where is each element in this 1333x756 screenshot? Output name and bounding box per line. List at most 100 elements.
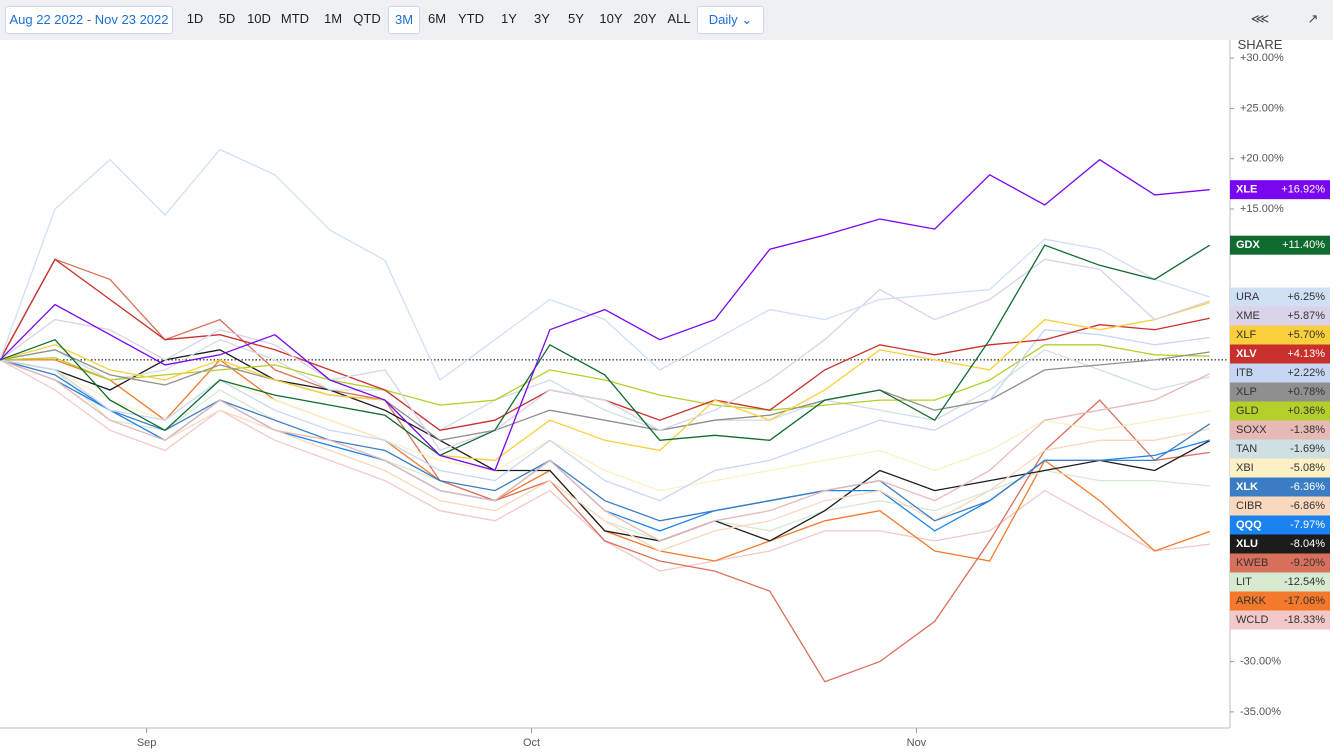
legend-box (1230, 382, 1330, 402)
series-line (0, 329, 1210, 502)
legend-name: GDX (1236, 239, 1261, 251)
legend-entry: XLV +4.13% (1230, 344, 1330, 364)
period-button[interactable]: 1Y (501, 11, 517, 26)
legend-value: -6.36% (1290, 481, 1325, 493)
legend-box (1230, 515, 1330, 535)
legend-name: XLE (1236, 184, 1257, 196)
legend-value: -12.54% (1284, 576, 1325, 588)
legend-value: +2.22% (1287, 367, 1325, 379)
legend-entry: SOXX -1.38% (1230, 420, 1330, 440)
share-button[interactable]: ⋘ SHARE (1230, 6, 1290, 52)
legend-value: +16.92% (1281, 184, 1325, 196)
legend-entry: XLF +5.70% (1230, 325, 1330, 345)
legend-value: -6.86% (1290, 500, 1325, 512)
legend-box (1230, 534, 1330, 554)
legend-value: +6.25% (1287, 291, 1325, 303)
legend-name: ARKK (1236, 595, 1267, 607)
legend-value: +0.36% (1287, 405, 1325, 417)
legend-name: XME (1236, 310, 1260, 322)
period-button[interactable]: 3Y (534, 11, 550, 26)
legend-name: WCLD (1236, 614, 1268, 626)
x-tick-label: Nov (907, 737, 927, 749)
period-button[interactable]: 3M (388, 6, 420, 34)
legend-entry: GLD +0.36% (1230, 401, 1330, 421)
legend-box (1230, 235, 1330, 255)
toolbar: Aug 22 2022 - Nov 23 2022 1D 5D 10D MTD 1M QT… (0, 0, 1333, 52)
legend-name: TAN (1236, 443, 1257, 455)
series-line (0, 359, 1210, 542)
legend-entry: XLE +16.92% (1230, 180, 1330, 200)
period-button[interactable]: 10Y (599, 11, 623, 26)
legend-box (1230, 325, 1330, 345)
series-line (0, 359, 1210, 572)
legend-entry: XLK -6.36% (1230, 477, 1330, 497)
legend-value: +0.78% (1287, 386, 1325, 398)
legend-entry: XME +5.87% (1230, 306, 1330, 326)
y-tick-label: +30.00% (1240, 52, 1284, 64)
period-button[interactable]: MTD (280, 11, 310, 26)
share-icon: ⋘ (1250, 11, 1270, 26)
legend-box (1230, 591, 1330, 611)
legend-name: XLF (1236, 329, 1256, 341)
interval-select[interactable]: Daily ⌄ (697, 6, 764, 34)
legend-entry: ARKK -17.06% (1230, 591, 1330, 611)
legend-box (1230, 553, 1330, 573)
legend-entry: GDX +11.40% (1230, 235, 1330, 255)
legend-entry: WCLD -18.33% (1230, 610, 1330, 630)
series-line (0, 258, 1210, 683)
legend-value: -18.33% (1284, 614, 1325, 626)
period-button[interactable]: 10D (247, 11, 271, 26)
legend-box (1230, 496, 1330, 516)
period-button[interactable]: ALL (667, 11, 691, 26)
date-range[interactable]: Aug 22 2022 - Nov 23 2022 (5, 6, 173, 34)
x-tick-label: Oct (523, 737, 540, 749)
legend-entry: LIT -12.54% (1230, 572, 1330, 592)
series-line (0, 258, 1210, 431)
period-button[interactable]: YTD (458, 11, 484, 26)
series-line (0, 359, 1211, 522)
legend-box (1230, 420, 1330, 440)
legend-name: XLP (1236, 386, 1257, 398)
series-line (0, 158, 1210, 472)
period-button[interactable]: 1D (186, 11, 204, 26)
popout-button[interactable]: ↗ (1307, 11, 1319, 26)
legend-value: +5.70% (1287, 329, 1325, 341)
y-tick-label: +15.00% (1240, 203, 1284, 215)
legend-entry: ITB +2.22% (1230, 363, 1330, 383)
legend-name: GLD (1236, 405, 1259, 417)
period-button[interactable]: QTD (353, 11, 381, 26)
legend-name: XLU (1236, 538, 1258, 550)
legend-value: -1.38% (1290, 424, 1325, 436)
legend-value: -9.20% (1290, 557, 1325, 569)
legend-name: CIBR (1236, 500, 1262, 512)
legend-entry: XLP +0.78% (1230, 382, 1330, 402)
chevron: ⌄ (741, 12, 753, 27)
series-line (0, 359, 1210, 552)
period-button[interactable]: 20Y (633, 11, 657, 26)
period-button[interactable]: 1M (323, 11, 343, 26)
legend-box (1230, 458, 1330, 478)
y-tick-label: -30.00% (1240, 656, 1281, 668)
legend-name: URA (1236, 291, 1260, 303)
legend-value: -7.97% (1290, 519, 1325, 531)
legend-box (1230, 610, 1330, 630)
y-tick-label: +20.00% (1240, 153, 1284, 165)
legend-value: -5.08% (1290, 462, 1325, 474)
period-button[interactable]: 6M (427, 11, 447, 26)
legend-entry: CIBR -6.86% (1230, 496, 1330, 516)
interval-label: Daily (708, 12, 738, 27)
period-button[interactable]: 5Y (568, 11, 584, 26)
legend-name: XLK (1236, 481, 1258, 493)
series-line (0, 359, 1210, 532)
series-line (0, 244, 1211, 457)
x-tick-label: Sep (137, 737, 157, 749)
legend-value: +4.13% (1287, 348, 1325, 360)
legend-name: QQQ (1236, 519, 1262, 531)
legend-name: ITB (1236, 367, 1253, 379)
series-line (0, 258, 1210, 452)
legend-box (1230, 306, 1330, 326)
legend-value: -17.06% (1284, 595, 1325, 607)
legend-box (1230, 287, 1330, 307)
y-tick-label: -35.00% (1240, 706, 1281, 718)
period-button[interactable]: 5D (218, 11, 236, 26)
